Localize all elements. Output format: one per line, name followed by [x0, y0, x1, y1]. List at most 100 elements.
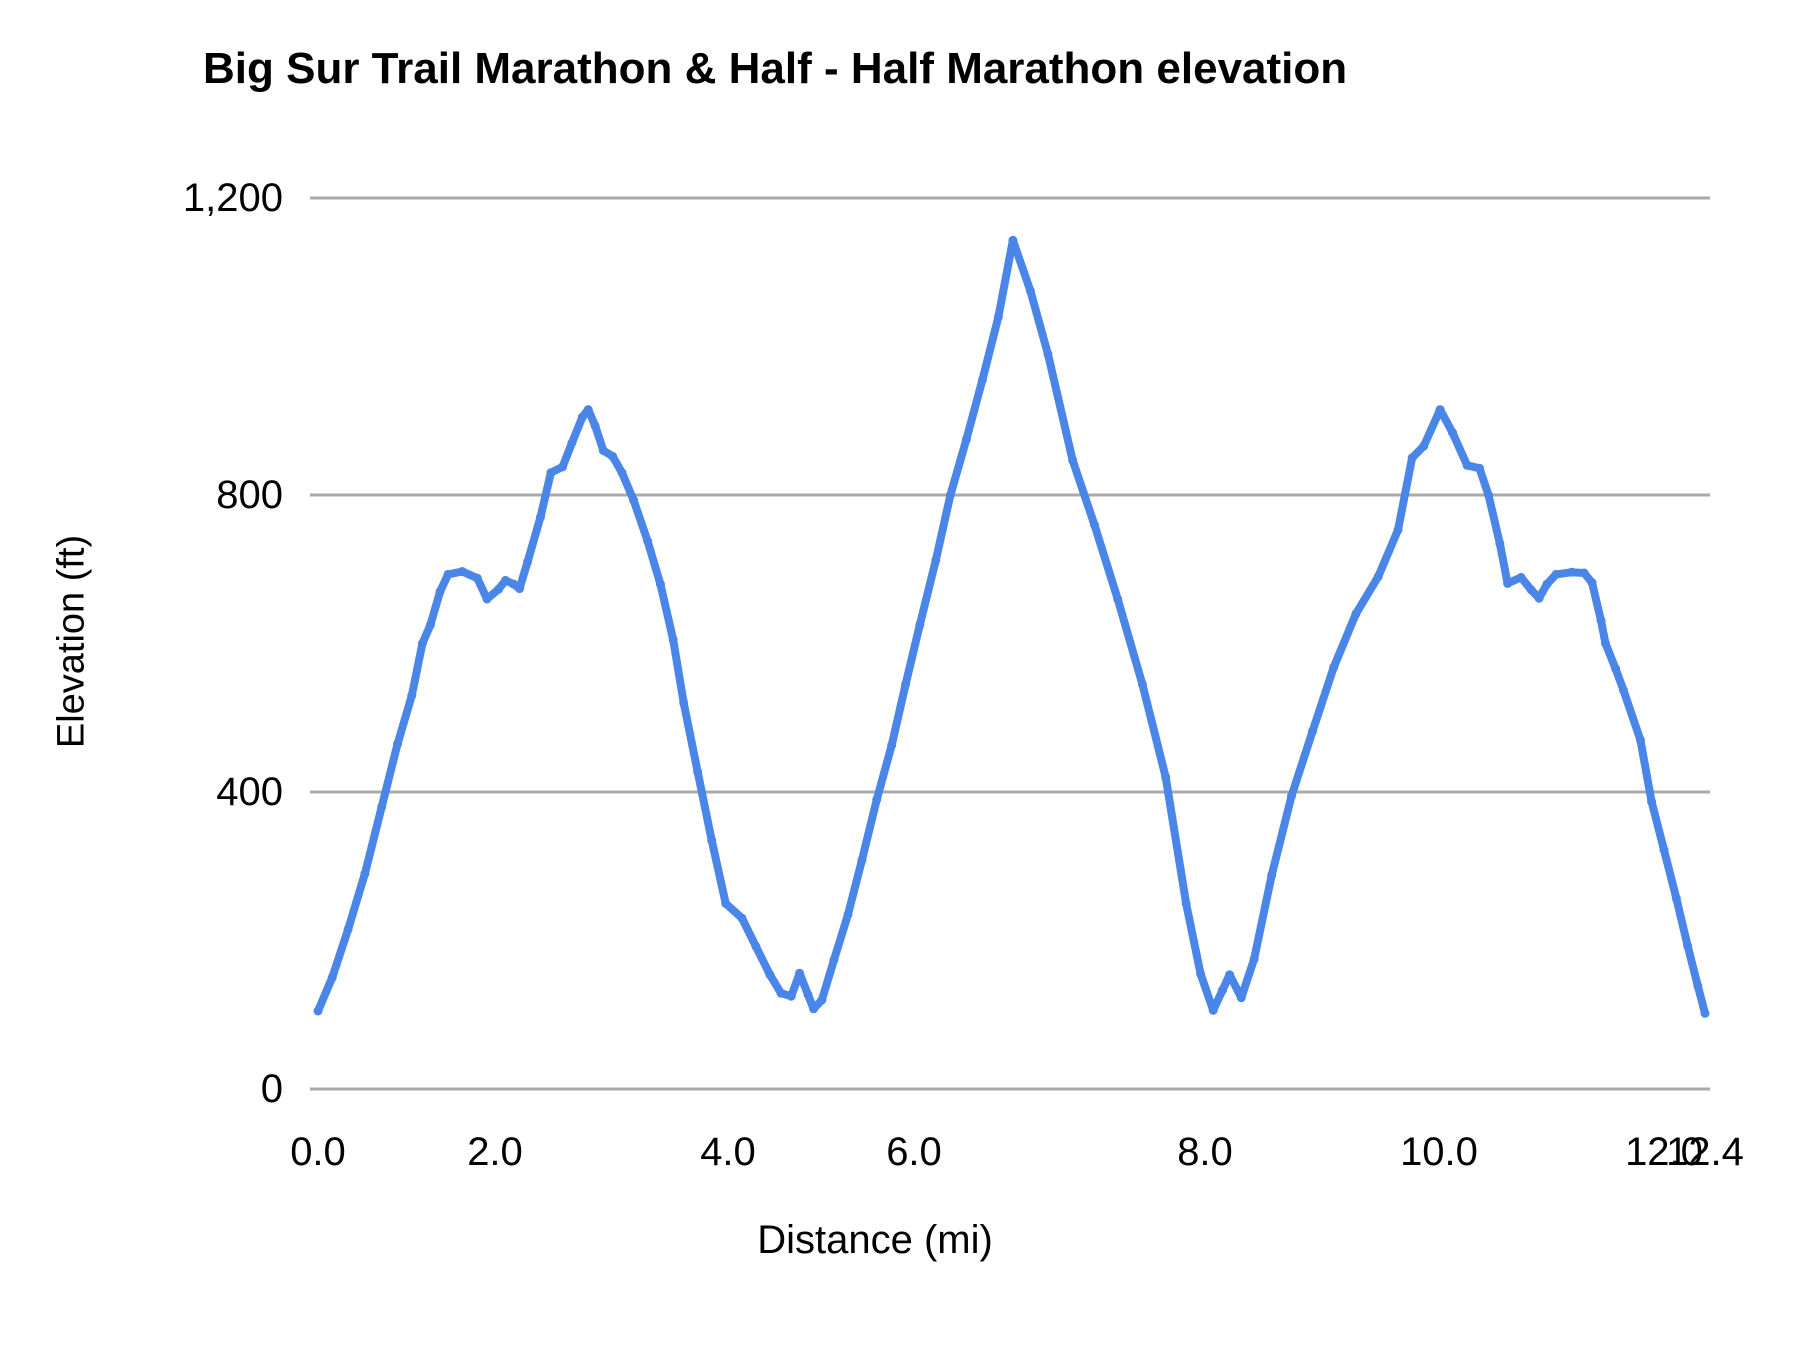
data-point-marker: [577, 412, 587, 422]
data-point-marker: [1700, 1008, 1710, 1018]
data-point-marker: [1635, 735, 1645, 745]
data-point-marker: [1137, 679, 1147, 689]
data-point-marker: [1089, 520, 1099, 530]
data-point-marker: [1351, 609, 1361, 619]
data-point-marker: [1181, 898, 1191, 908]
data-point-marker: [523, 557, 533, 567]
data-point-marker: [1448, 428, 1457, 438]
x-tick-label-12.0: 12.0: [1625, 1130, 1703, 1174]
data-point-marker: [558, 462, 568, 472]
data-point-marker: [721, 898, 731, 908]
data-point-marker: [945, 490, 955, 500]
data-point-marker: [1113, 594, 1123, 604]
data-point-marker: [795, 968, 805, 978]
data-point-marker: [1495, 538, 1505, 548]
x-tick-label-6.0: 6.0: [886, 1130, 942, 1174]
data-point-marker: [313, 1006, 323, 1016]
data-point-marker: [1619, 685, 1628, 695]
data-point-marker: [1043, 349, 1053, 359]
y-tick-label-0: 0: [260, 1067, 283, 1111]
data-point-marker: [776, 988, 786, 998]
data-point-marker: [598, 446, 608, 455]
data-point-marker: [472, 573, 482, 583]
data-point-marker: [1329, 662, 1339, 672]
x-tick-label-12.4: 12.4: [1666, 1130, 1744, 1174]
data-point-marker: [1484, 490, 1493, 500]
data-point-marker: [1287, 791, 1297, 801]
data-point-marker: [829, 955, 839, 965]
data-point-marker: [843, 910, 853, 919]
data-point-marker: [931, 555, 941, 565]
data-point-marker: [1551, 569, 1561, 579]
data-point-marker: [1534, 593, 1544, 603]
data-point-marker: [1647, 797, 1657, 807]
data-point-marker: [590, 421, 600, 431]
data-point-marker: [501, 575, 510, 585]
data-point-marker: [1407, 453, 1417, 463]
data-point-marker: [407, 691, 417, 700]
data-point-marker: [567, 438, 577, 448]
data-point-marker: [1659, 845, 1669, 855]
data-point-marker: [901, 679, 911, 689]
data-point-marker: [1068, 455, 1078, 465]
x-tick-label-10.0: 10.0: [1400, 1130, 1478, 1174]
data-point-marker: [803, 990, 813, 1000]
data-point-marker: [643, 536, 653, 546]
data-point-marker: [1161, 772, 1171, 782]
data-point-marker: [1611, 664, 1621, 674]
data-point-marker: [1579, 568, 1589, 578]
data-point-marker: [1475, 463, 1484, 473]
data-point-marker: [1249, 954, 1259, 964]
data-point-marker: [1393, 525, 1403, 535]
data-point-marker: [583, 405, 593, 415]
data-point-marker: [608, 451, 618, 461]
data-point-marker: [343, 924, 353, 934]
data-point-marker: [1196, 969, 1206, 979]
data-point-marker: [494, 584, 503, 594]
data-point-marker: [765, 970, 775, 980]
x-tick-label-2.0: 2.0: [467, 1130, 523, 1174]
data-point-marker: [1462, 460, 1472, 470]
x-tick-label-8.0: 8.0: [1177, 1130, 1233, 1174]
data-point-marker: [1208, 1005, 1218, 1015]
y-tick-label-800: 800: [216, 473, 283, 517]
data-point-marker: [1308, 726, 1318, 736]
data-point-marker: [482, 594, 492, 604]
data-point-marker: [751, 941, 761, 951]
data-point-marker: [327, 973, 337, 983]
data-point-marker: [1567, 567, 1577, 577]
data-point-marker: [1236, 993, 1246, 1003]
data-point-marker: [1267, 870, 1277, 880]
data-point-marker: [655, 579, 665, 589]
data-point-marker: [993, 312, 1003, 322]
data-point-marker: [887, 740, 897, 750]
data-point-marker: [668, 635, 678, 645]
data-point-marker: [629, 495, 639, 505]
data-point-marker: [393, 739, 403, 749]
x-tick-label-0.0: 0.0: [290, 1130, 346, 1174]
data-point-marker: [546, 468, 556, 478]
data-point-marker: [377, 802, 387, 812]
data-point-marker: [1025, 286, 1035, 296]
data-point-marker: [443, 569, 453, 579]
data-point-marker: [1596, 616, 1606, 625]
x-tick-label-4.0: 4.0: [700, 1130, 756, 1174]
data-point-marker: [1435, 405, 1445, 415]
data-point-marker: [872, 794, 882, 804]
elevation-line: [313, 235, 1710, 1018]
data-point-marker: [1516, 572, 1526, 582]
data-point-marker: [417, 639, 427, 648]
data-point-marker: [457, 567, 467, 576]
data-point-marker: [1419, 441, 1429, 451]
data-point-marker: [693, 767, 703, 777]
data-point-marker: [1542, 579, 1552, 589]
gridlines: [310, 196, 1710, 1091]
x-axis-title: Distance (mi): [757, 1218, 993, 1262]
data-point-marker: [707, 835, 717, 845]
data-point-marker: [1225, 970, 1235, 980]
data-point-marker: [977, 375, 987, 385]
data-point-marker: [360, 869, 370, 879]
data-point-marker: [435, 587, 445, 596]
data-point-marker: [1587, 578, 1597, 588]
